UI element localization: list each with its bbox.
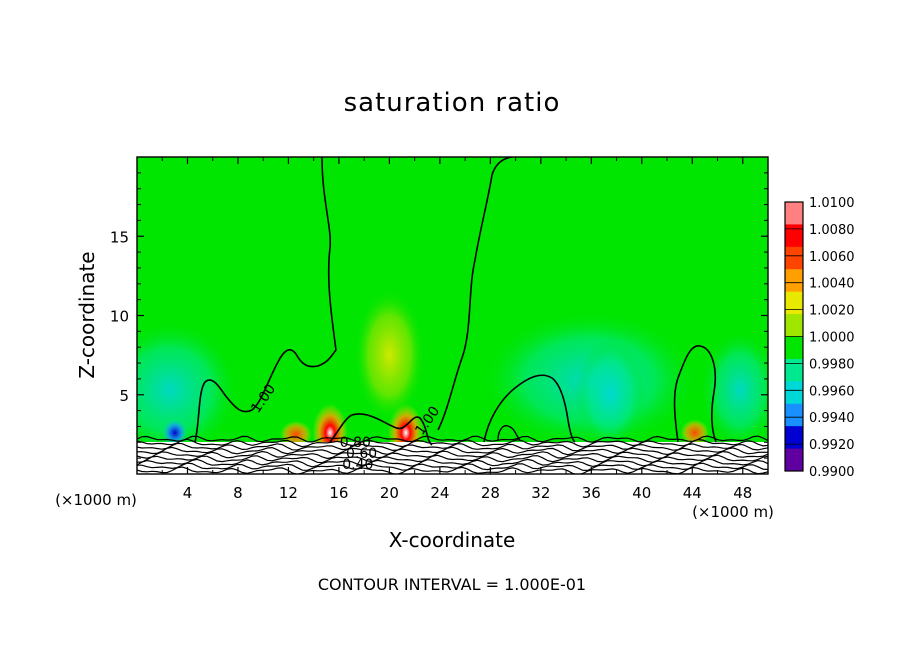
- terrain-contour-line-0: [137, 435, 768, 443]
- colorbar-swatch: [785, 314, 803, 337]
- terrain-contour-line-6: [137, 458, 768, 468]
- colorbar-swatch: [785, 269, 803, 293]
- colorbar-tick-label: 1.0000: [809, 331, 855, 346]
- colorbar-tick-label: 1.0060: [809, 250, 855, 265]
- colorbar-tick-label: 0.9920: [809, 438, 855, 453]
- x-tick-label: 36: [582, 484, 601, 502]
- colorbar-swatch: [785, 224, 803, 248]
- terrain-contour-line-8: [137, 466, 768, 474]
- colorbar-swatch: [785, 336, 803, 360]
- contour-1-00-small: [497, 425, 521, 441]
- y-axis-title: Z-coordinate: [75, 251, 99, 378]
- terrain-contour-line-3: [137, 446, 768, 456]
- x-tick-label: 32: [531, 484, 550, 502]
- y-tick-label: 15: [110, 228, 129, 246]
- terrain-contour-line-7: [137, 462, 768, 472]
- colorbar-swatch: [785, 358, 803, 382]
- colorbar-tick-label: 1.0100: [809, 196, 855, 211]
- colorbar-tick-label: 0.9940: [809, 411, 855, 426]
- y-tick-label: 5: [119, 387, 129, 405]
- colorbar: 1.0100 1.0080 1.0060 1.0040 1.0020 1.0000 0.99…: [784, 196, 855, 480]
- x-tick-label: 4: [183, 484, 193, 502]
- colorbar-swatch: [785, 291, 803, 315]
- heatmap-field: [137, 157, 768, 474]
- x-tick-label: 44: [683, 484, 702, 502]
- colorbar-tick-label: 1.0040: [809, 277, 855, 292]
- colorbar-swatch: [785, 403, 803, 427]
- field-background: [137, 157, 768, 474]
- colorbar-tick-label: 1.0020: [809, 304, 855, 319]
- x-tick-label: 28: [481, 484, 500, 502]
- x-tick-label: 12: [279, 484, 298, 502]
- contour-interval-annotation: CONTOUR INTERVAL = 1.000E-01: [317, 575, 587, 594]
- x-unit-label: (×1000 m): [692, 503, 774, 521]
- x-tick-label: 40: [632, 484, 651, 502]
- x-axis-title: X-coordinate: [389, 528, 516, 552]
- x-tick-label: 16: [329, 484, 348, 502]
- terrain-contour-line-1: [137, 438, 768, 448]
- x-tick-label: 24: [430, 484, 449, 502]
- colorbar-swatch: [785, 202, 803, 225]
- y-unit-label: (×1000 m): [55, 491, 137, 509]
- x-tick-label: 48: [733, 484, 752, 502]
- chart-title: saturation ratio: [343, 88, 561, 118]
- colorbar-swatch: [785, 381, 803, 405]
- contour-1-00-left: [194, 157, 337, 443]
- x-tick-label: 20: [380, 484, 399, 502]
- colorbar-tick-label: 1.0080: [809, 223, 855, 238]
- contour-1-00-center: [329, 157, 513, 446]
- contour-label: 0.60: [346, 446, 377, 462]
- field-blob-6: [574, 339, 646, 451]
- y-tick-label: 10: [110, 308, 129, 326]
- teal-region-left: [137, 320, 240, 460]
- colorbar-tick-label: 0.9900: [809, 465, 855, 480]
- colorbar-swatch: [785, 426, 803, 450]
- colorbar-tick-label: 0.9960: [809, 384, 855, 399]
- x-tick-label: 8: [233, 484, 243, 502]
- terrain-contour-line-5: [137, 454, 768, 464]
- colorbar-swatch: [785, 448, 803, 472]
- terrain-contours: [137, 435, 768, 474]
- contour-label: 0.80: [340, 435, 371, 451]
- field-blob-3: [354, 288, 425, 422]
- terrain-contour-line-2: [137, 442, 768, 452]
- colorbar-swatch: [785, 246, 803, 270]
- contour-1-00-right: [673, 345, 717, 443]
- contour-label: 0.40: [342, 457, 373, 473]
- teal-region-far-right: [700, 330, 768, 450]
- contour-1-00-bump: [483, 374, 576, 443]
- colorbar-tick-label: 0.9980: [809, 357, 855, 372]
